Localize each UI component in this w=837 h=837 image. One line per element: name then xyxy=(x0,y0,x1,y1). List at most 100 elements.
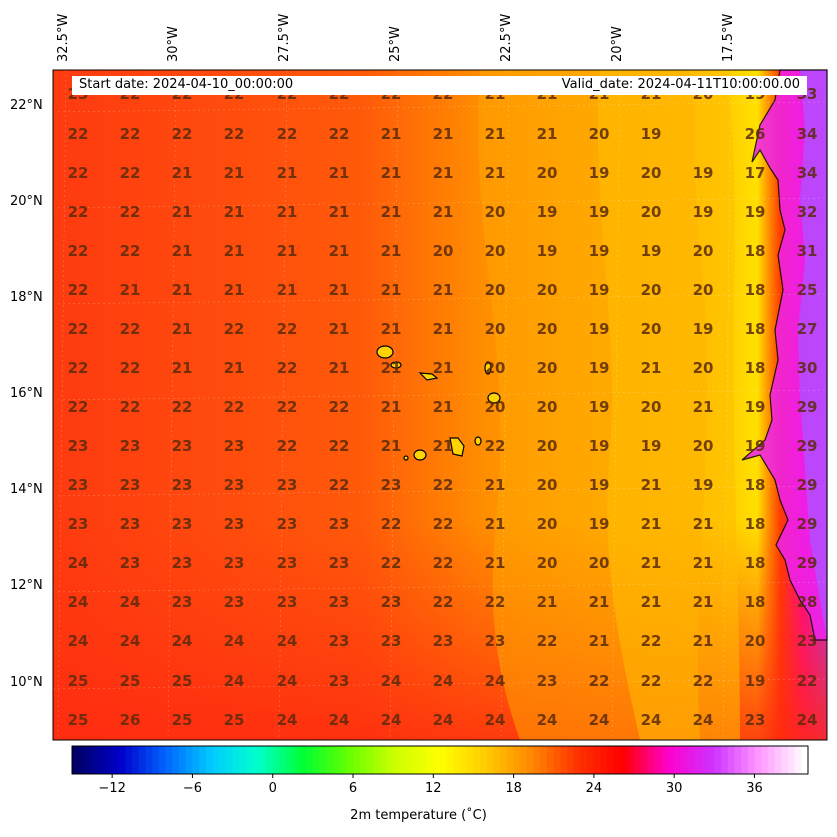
colorbar-segment xyxy=(674,746,682,774)
temperature-value: 21 xyxy=(329,281,350,299)
longitude-label: 17.5°W xyxy=(721,13,736,62)
temperature-value: 22 xyxy=(381,515,402,533)
colorbar-segment xyxy=(533,746,541,774)
temperature-value: 21 xyxy=(172,281,193,299)
temperature-value: 20 xyxy=(693,281,714,299)
colorbar-segment xyxy=(406,746,414,774)
temperature-value: 23 xyxy=(277,554,298,572)
colorbar-segment xyxy=(359,746,367,774)
temperature-value: 22 xyxy=(68,359,89,377)
temperature-value: 24 xyxy=(485,711,506,729)
parallel-line xyxy=(52,678,828,690)
temperature-value: 21 xyxy=(381,203,402,221)
temperature-value: 23 xyxy=(433,632,454,650)
colorbar-segment xyxy=(613,746,622,774)
latitude-label: 18°N xyxy=(10,290,43,305)
temperature-value: 22 xyxy=(120,164,141,182)
colorbar-segment xyxy=(286,746,294,774)
meridian-line xyxy=(722,69,732,741)
colorbar-segment xyxy=(299,746,307,774)
colorbar-segment xyxy=(526,746,535,774)
colorbar-segment xyxy=(553,746,562,774)
temperature-value: 22 xyxy=(277,437,298,455)
temperature-value: 24 xyxy=(68,554,89,572)
colorbar-segment xyxy=(125,746,133,774)
temperature-value: 20 xyxy=(485,242,506,260)
temperature-value: 29 xyxy=(797,476,818,494)
colorbar-segment xyxy=(138,746,147,774)
temperature-value: 21 xyxy=(641,554,662,572)
temperature-value: 24 xyxy=(68,593,89,611)
temperature-value: 20 xyxy=(589,125,610,143)
start-date-text: Start date: 2024-04-10_00:00:00 xyxy=(79,77,294,92)
colorbar-segment xyxy=(587,746,595,774)
temperature-value: 22 xyxy=(120,203,141,221)
colorbar-segment xyxy=(179,746,187,774)
longitude-label: 25°W xyxy=(388,26,403,62)
temperature-value: 24 xyxy=(120,632,141,650)
colorbar-segment xyxy=(640,746,649,774)
colorbar-segment xyxy=(78,746,86,774)
temperature-value: 21 xyxy=(277,242,298,260)
temperature-value: 19 xyxy=(693,320,714,338)
temperature-value: 29 xyxy=(797,398,818,416)
temperature-value: 22 xyxy=(120,359,141,377)
temperature-value: 21 xyxy=(277,203,298,221)
colorbar-tick-label: 18 xyxy=(505,781,522,796)
colorbar-segment xyxy=(787,746,796,774)
temperature-value: 21 xyxy=(381,359,402,377)
temperature-value: 21 xyxy=(485,476,506,494)
colorbar-segment xyxy=(292,746,301,774)
temperature-value: 20 xyxy=(693,437,714,455)
parallel-line xyxy=(52,485,828,497)
temperature-value: 24 xyxy=(68,632,89,650)
parallel-line xyxy=(52,293,828,305)
colorbar-segment xyxy=(767,746,776,774)
latitude-label: 22°N xyxy=(10,98,43,113)
colorbar-segment xyxy=(446,746,454,774)
colorbar-segment xyxy=(225,746,234,774)
colorbar-segment xyxy=(721,746,729,774)
temperature-value: 21 xyxy=(433,359,454,377)
temperature-value: 21 xyxy=(433,437,454,455)
colorbar-segment xyxy=(366,746,374,774)
temperature-value: 31 xyxy=(797,242,818,260)
temperature-value: 21 xyxy=(381,281,402,299)
colorbar-segment xyxy=(620,746,628,774)
temperature-value: 21 xyxy=(329,320,350,338)
temperature-value: 21 xyxy=(641,359,662,377)
temperature-value: 29 xyxy=(797,515,818,533)
temperature-value: 21 xyxy=(641,593,662,611)
temperature-value: 20 xyxy=(641,164,662,182)
longitude-label: 30°W xyxy=(166,26,181,62)
temperature-value: 19 xyxy=(589,164,610,182)
colorbar-segment xyxy=(339,746,347,774)
meridian-line xyxy=(500,69,510,741)
temperature-value: 18 xyxy=(745,515,766,533)
temperature-value: 22 xyxy=(381,554,402,572)
temperature-value: 21 xyxy=(433,125,454,143)
temperature-value: 27 xyxy=(797,320,818,338)
meridian-line xyxy=(389,69,399,741)
temperature-value: 23 xyxy=(120,554,141,572)
colorbar-segment xyxy=(373,746,381,774)
temperature-value: 24 xyxy=(277,632,298,650)
colorbar-segment xyxy=(741,746,749,774)
latitude-label: 12°N xyxy=(10,578,43,593)
temperature-value: 20 xyxy=(641,203,662,221)
temperature-value: 23 xyxy=(172,437,193,455)
temperature-value: 23 xyxy=(381,476,402,494)
temperature-value: 34 xyxy=(797,164,818,182)
colorbar-segment xyxy=(593,746,602,774)
temperature-value: 21 xyxy=(172,359,193,377)
temperature-value: 20 xyxy=(537,554,558,572)
temperature-value: 22 xyxy=(329,398,350,416)
temperature-value: 21 xyxy=(381,437,402,455)
parallel-line xyxy=(52,389,828,401)
temperature-value: 24 xyxy=(433,711,454,729)
temperature-value: 19 xyxy=(589,437,610,455)
temperature-value: 21 xyxy=(693,593,714,611)
colorbar-segment xyxy=(185,746,194,774)
temperature-value: 21 xyxy=(224,281,245,299)
temperature-value: 19 xyxy=(641,125,662,143)
